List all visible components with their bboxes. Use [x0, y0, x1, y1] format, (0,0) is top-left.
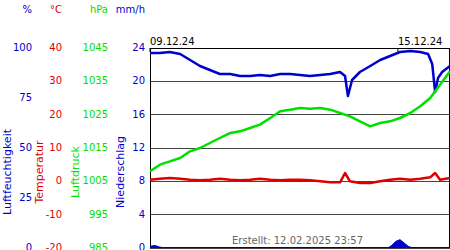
- y-tick-label: 8: [139, 175, 145, 186]
- y-tick-label: 12: [132, 142, 145, 153]
- y-tick-label: 1045: [83, 42, 108, 53]
- y-tick-label: 4: [139, 209, 145, 220]
- y-tick-label: -20: [46, 242, 62, 250]
- y-tick-label: 40: [49, 42, 62, 53]
- plot-data: [150, 51, 450, 248]
- y-tick-label: 985: [89, 242, 108, 250]
- grid-line: [150, 214, 450, 215]
- axis-unit: %: [22, 4, 32, 15]
- axis-label: Luftfeuchtigkeit: [1, 128, 14, 215]
- axis-unit: °C: [50, 4, 62, 15]
- y-tick-label: 16: [132, 109, 145, 120]
- axis-unit: hPa: [90, 4, 108, 15]
- frame-right: [449, 48, 450, 248]
- y-tick-label: 24: [132, 42, 145, 53]
- series-line: [150, 51, 450, 96]
- y-tick-label: 20: [132, 75, 145, 86]
- frame-top: [150, 48, 450, 49]
- footer: Erstellt: 12.02.2025 23:57: [232, 235, 363, 246]
- grid: [150, 48, 450, 248]
- y-tick-label: 1015: [83, 142, 108, 153]
- y-tick-label: 25: [19, 192, 32, 203]
- axis-label: Temperatur: [33, 140, 46, 205]
- grid-line: [150, 48, 450, 49]
- x-tick-label: 15.12.24: [398, 36, 443, 47]
- axis-unit: mm/h: [116, 4, 145, 15]
- y-tick-label: 0: [139, 242, 145, 250]
- grid-line: [150, 81, 450, 82]
- axis-label: Niederschlag: [114, 136, 127, 208]
- chart: %Luftfeuchtigkeit025507510009.12.2415.12…: [0, 0, 450, 250]
- y-tick-label: 0: [26, 242, 32, 250]
- y-tick-label: 50: [19, 142, 32, 153]
- y-tick-label: 75: [19, 92, 32, 103]
- x-tick-label: 09.12.24: [150, 36, 195, 47]
- y-tick-label: 1035: [83, 75, 108, 86]
- labels: %Luftfeuchtigkeit025507510009.12.2415.12…: [1, 4, 442, 250]
- y-tick-label: 100: [13, 42, 32, 53]
- y-tick-label: 995: [89, 209, 108, 220]
- y-tick-label: 10: [49, 142, 62, 153]
- y-tick-label: -10: [46, 209, 62, 220]
- y-tick-label: 0: [56, 175, 62, 186]
- axis-label: Luftdruck: [69, 145, 82, 197]
- y-tick-label: 30: [49, 75, 62, 86]
- series-line: [150, 173, 450, 183]
- frame-left: [150, 48, 151, 248]
- y-tick-label: 20: [49, 109, 62, 120]
- grid-line: [150, 148, 450, 149]
- series-line: [150, 71, 450, 171]
- y-tick-label: 1025: [83, 109, 108, 120]
- y-tick-label: 1005: [83, 175, 108, 186]
- background: [0, 0, 450, 250]
